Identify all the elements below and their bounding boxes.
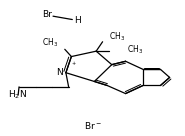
Text: CH$_3$: CH$_3$ <box>109 30 125 43</box>
Text: CH$_3$: CH$_3$ <box>42 37 58 49</box>
Text: N: N <box>56 68 63 77</box>
Text: H$_2$N: H$_2$N <box>8 89 27 101</box>
Text: Br$^-$: Br$^-$ <box>84 120 101 131</box>
Text: H: H <box>74 16 81 25</box>
Text: $^+$: $^+$ <box>70 61 77 67</box>
Text: CH$_3$: CH$_3$ <box>127 44 144 56</box>
Text: Br: Br <box>42 10 52 19</box>
